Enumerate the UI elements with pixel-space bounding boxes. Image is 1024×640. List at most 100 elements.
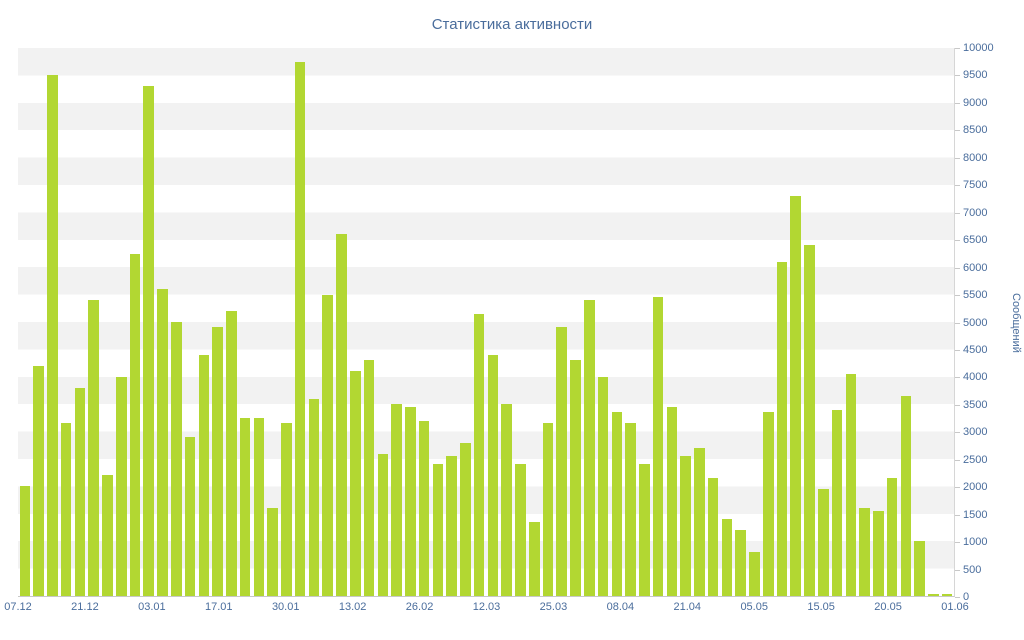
bar[interactable] — [515, 464, 526, 596]
bar[interactable] — [501, 404, 512, 596]
y-axis-tick — [955, 295, 960, 297]
y-axis-tick-label: 3000 — [963, 426, 988, 439]
x-axis-tick-label: 21.12 — [71, 601, 99, 613]
x-axis-tick-label: 21.04 — [673, 601, 702, 613]
bar[interactable] — [639, 464, 650, 596]
bar[interactable] — [941, 594, 953, 596]
bar[interactable] — [239, 417, 251, 596]
bar[interactable] — [556, 327, 568, 596]
bar[interactable] — [666, 406, 678, 596]
bars-container — [18, 48, 954, 596]
x-axis-tick-label: 30.01 — [271, 601, 300, 613]
bar[interactable] — [583, 300, 595, 596]
bar[interactable] — [804, 245, 815, 596]
bar[interactable] — [694, 448, 705, 596]
bar[interactable] — [749, 552, 760, 596]
bar[interactable] — [831, 409, 843, 596]
bar[interactable] — [336, 234, 347, 596]
bar[interactable] — [33, 365, 44, 596]
bar[interactable] — [377, 453, 389, 596]
bar[interactable] — [886, 478, 898, 596]
bar[interactable] — [928, 594, 939, 596]
y-axis-tick — [955, 102, 960, 104]
bar[interactable] — [914, 541, 925, 596]
bar[interactable] — [873, 511, 884, 596]
bar[interactable] — [405, 406, 416, 596]
bar[interactable] — [322, 294, 334, 596]
bar[interactable] — [226, 311, 237, 596]
bar[interactable] — [157, 289, 168, 596]
bar[interactable] — [267, 508, 278, 596]
y-axis-tick-label: 1500 — [963, 508, 988, 521]
bar[interactable] — [446, 456, 457, 596]
bar[interactable] — [115, 376, 127, 596]
bar[interactable] — [418, 420, 430, 596]
y-axis-tick-label: 2000 — [963, 481, 988, 494]
bar[interactable] — [19, 486, 31, 596]
bar[interactable] — [184, 437, 196, 596]
y-axis-tick — [955, 267, 960, 269]
bar[interactable] — [542, 423, 554, 596]
bar[interactable] — [776, 261, 788, 596]
bar[interactable] — [212, 327, 223, 596]
bar[interactable] — [790, 195, 802, 596]
y-axis-tick — [955, 459, 960, 461]
plot-area — [18, 48, 955, 597]
y-axis-tick — [955, 322, 960, 324]
bar[interactable] — [349, 371, 361, 596]
y-axis-tick — [955, 377, 960, 379]
x-axis-tick-label: 12.03 — [472, 601, 501, 613]
bar[interactable] — [611, 412, 623, 596]
y-axis-tick-label: 2500 — [963, 453, 988, 466]
bar[interactable] — [363, 360, 375, 596]
y-axis-tick — [955, 487, 960, 489]
bar[interactable] — [707, 478, 719, 596]
bar[interactable] — [652, 297, 664, 596]
bar[interactable] — [900, 395, 912, 596]
bar[interactable] — [473, 313, 485, 596]
x-axis-tick-label: 05.05 — [740, 601, 768, 613]
bar[interactable] — [762, 412, 774, 596]
bar[interactable] — [253, 417, 265, 596]
bar[interactable] — [859, 508, 870, 596]
y-axis-tick-label: 1000 — [963, 536, 988, 549]
bar[interactable] — [143, 86, 155, 596]
bar[interactable] — [294, 61, 306, 596]
y-axis-tick — [955, 404, 960, 406]
bar[interactable] — [88, 300, 99, 596]
bar[interactable] — [845, 374, 857, 596]
y-axis-tick — [955, 130, 960, 132]
y-axis-tick-label: 9000 — [963, 96, 988, 109]
x-axis-tick-label: 01.06 — [941, 601, 969, 613]
bar[interactable] — [198, 354, 210, 596]
bar[interactable] — [432, 464, 444, 596]
bar[interactable] — [721, 519, 733, 596]
bar[interactable] — [680, 456, 691, 596]
bar[interactable] — [47, 75, 58, 596]
y-axis-tick-label: 500 — [963, 563, 982, 576]
y-axis-tick — [955, 432, 960, 434]
bar[interactable] — [597, 376, 609, 596]
bar[interactable] — [60, 423, 72, 596]
y-axis-tick-label: 3500 — [963, 398, 988, 411]
bar[interactable] — [171, 322, 182, 596]
bar[interactable] — [818, 489, 829, 596]
y-axis-tick-label: 10000 — [963, 42, 994, 54]
bar[interactable] — [735, 530, 746, 596]
bar[interactable] — [74, 387, 86, 596]
bar[interactable] — [102, 475, 113, 596]
y-axis-tick — [955, 48, 960, 49]
bar[interactable] — [625, 423, 636, 596]
bar[interactable] — [528, 522, 540, 596]
bar[interactable] — [308, 398, 320, 596]
x-axis-tick-label: 15.05 — [807, 601, 835, 613]
x-axis-tick-label: 26.02 — [405, 601, 434, 613]
bar[interactable] — [460, 442, 471, 596]
bar[interactable] — [391, 404, 402, 596]
bar[interactable] — [487, 354, 499, 596]
bar[interactable] — [281, 423, 292, 596]
bar[interactable] — [570, 360, 581, 596]
y-axis-title: Сообщений — [1010, 292, 1022, 353]
y-axis-tick — [955, 240, 960, 242]
bar[interactable] — [129, 253, 141, 596]
